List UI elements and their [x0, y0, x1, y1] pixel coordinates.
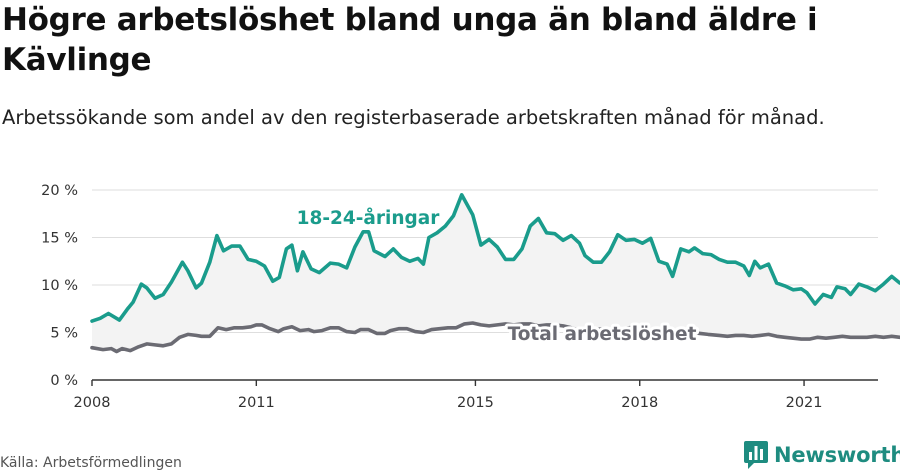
y-tick-label: 15 %: [41, 231, 78, 247]
y-tick-label: 10 %: [41, 278, 78, 294]
x-tick-label: 2011: [238, 395, 275, 411]
y-tick-label: 0 %: [50, 373, 78, 389]
source-note: Källa: Arbetsförmedlingen: [0, 455, 182, 471]
brand-name: Newsworthy: [774, 443, 900, 467]
chart-title: Högre arbetslöshet bland unga än bland ä…: [2, 2, 818, 78]
x-tick-label: 2021: [786, 395, 823, 411]
x-tick-label: 2008: [74, 395, 111, 411]
newsworthy-logo: Newsworthy: [744, 440, 900, 470]
series-label-youth: 18-24-åringar: [297, 207, 441, 229]
x-tick-label: 2018: [621, 395, 658, 411]
y-tick-label: 20 %: [41, 183, 78, 199]
bar-chart-icon: [744, 441, 768, 469]
x-axis: 2008 2011 2015 2018 2021: [74, 379, 878, 411]
chart-subtitle: Arbetssökande som andel av den registerb…: [2, 106, 825, 129]
series-lines: [90, 193, 900, 354]
y-tick-label: 5 %: [50, 326, 78, 342]
y-axis-labels: 0 % 5 % 10 % 15 % 20 %: [41, 183, 78, 389]
range-band: [92, 194, 900, 352]
series-line-total: [90, 321, 900, 354]
series-line-youth: [90, 193, 900, 323]
series-label-total: Total arbetslöshet: [508, 324, 697, 345]
x-tick-label: 2015: [457, 395, 494, 411]
